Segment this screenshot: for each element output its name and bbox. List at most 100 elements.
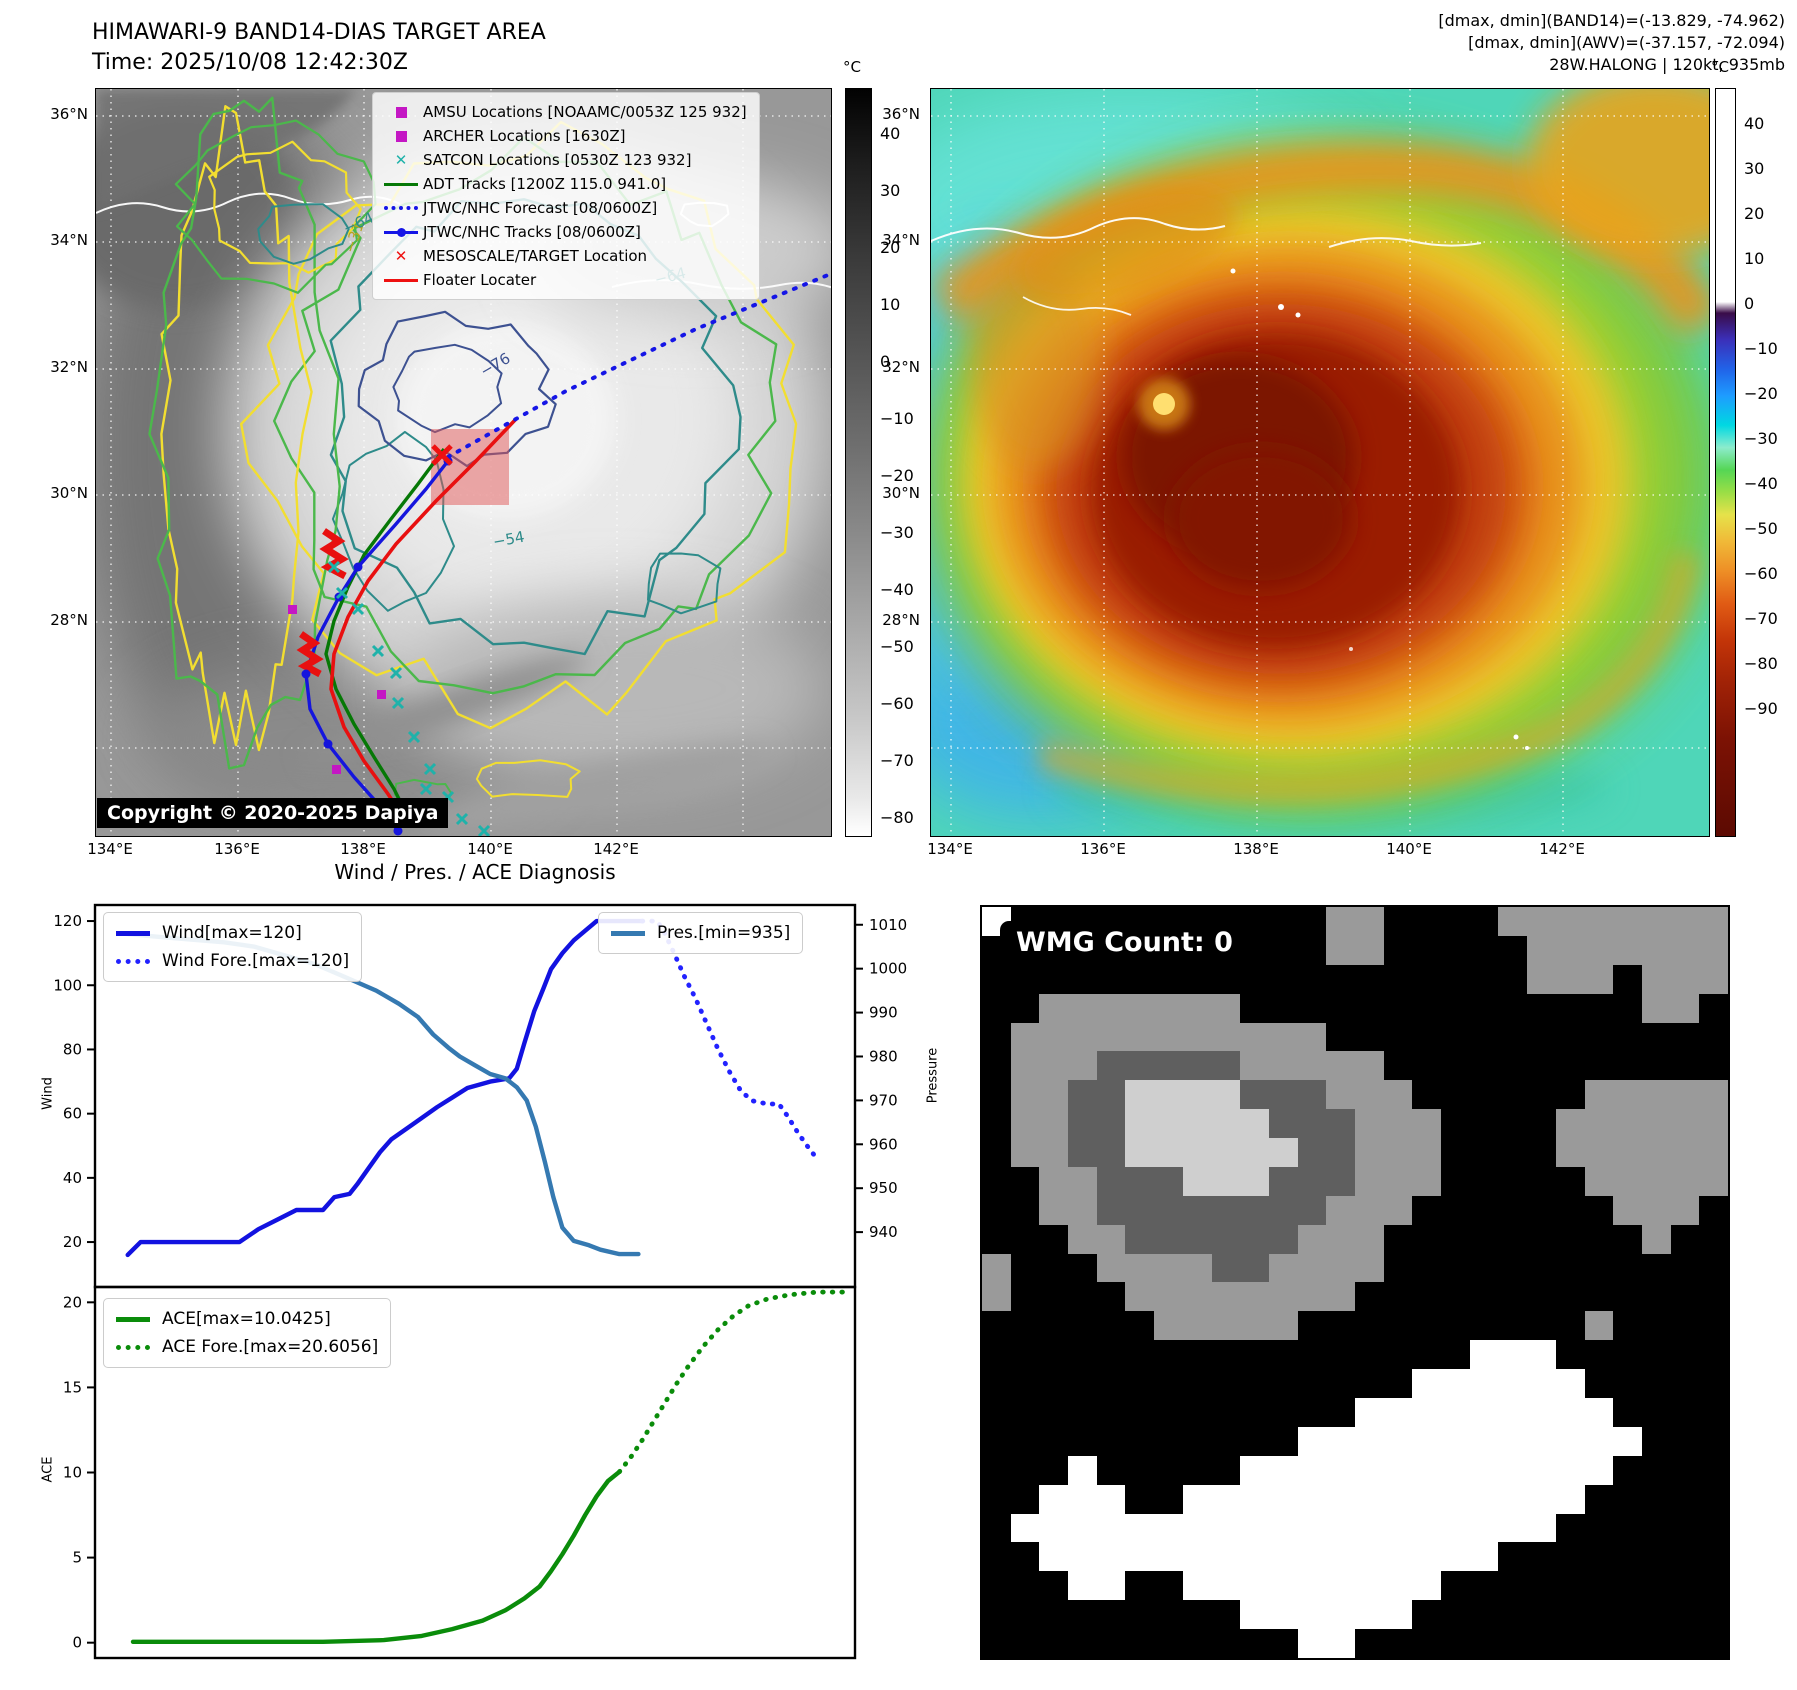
wmg-cell (1412, 1195, 1442, 1225)
wmg-cell (1211, 1224, 1241, 1254)
satcon-x (389, 666, 403, 680)
wmg-cell (1469, 1426, 1499, 1456)
colorbar-tick-label: −30 (1744, 429, 1778, 448)
wmg-cell (1326, 1484, 1355, 1514)
wmg-cell (1584, 1022, 1614, 1052)
wmg-cell (1498, 1051, 1528, 1081)
wmg-cell (1297, 1138, 1327, 1167)
wmg-cell (1469, 907, 1499, 936)
x-marker-icon: ✕ (379, 247, 423, 265)
lat-tick-label: 32°N (882, 358, 920, 376)
wmg-cell (1355, 1513, 1384, 1543)
wmg-cell (1441, 1542, 1470, 1572)
wmg-cell (1268, 1195, 1298, 1225)
wmg-cell (1441, 935, 1470, 965)
colorbar-unit: °C (1711, 58, 1729, 76)
wmg-cell (1154, 1600, 1183, 1630)
legend-item: Floater Locater (379, 268, 751, 292)
wmg-cell (1498, 1138, 1528, 1167)
wmg-cell (1641, 1109, 1671, 1139)
wmg-cell (1641, 993, 1671, 1023)
wmg-cell (1182, 993, 1212, 1023)
wmg-cell (1125, 1571, 1155, 1601)
wmg-cell (1469, 1224, 1499, 1254)
lat-tick-label: 28°N (882, 611, 920, 629)
wmg-cell (1613, 1340, 1642, 1370)
wmg-cell (1125, 1600, 1155, 1630)
wmg-cell (1469, 1311, 1499, 1341)
coastline (931, 217, 1226, 242)
wmg-cell (1182, 1253, 1212, 1283)
wmg-cell (1412, 1080, 1442, 1110)
wmg-cell (1182, 1600, 1212, 1630)
wmg-cell (1441, 1195, 1470, 1225)
wmg-cell (1555, 1398, 1585, 1427)
wmg-cell (1154, 1629, 1183, 1658)
wmg-cell (1641, 1571, 1671, 1601)
wmg-cell (1670, 1542, 1700, 1572)
wmg-cell (1441, 1109, 1470, 1139)
wmg-cell (1469, 1195, 1499, 1225)
wmg-cell (1412, 1311, 1442, 1341)
awv-colorbar (1715, 88, 1736, 837)
satcon-x (335, 586, 349, 600)
wmg-cell (1010, 1022, 1040, 1052)
wmg-cell (1355, 1600, 1384, 1630)
wmg-cell (1412, 1253, 1442, 1283)
wmg-cell (1355, 1022, 1384, 1052)
wmg-cell (1182, 1282, 1212, 1312)
wmg-cell (1326, 1282, 1355, 1312)
wmg-cell (1555, 1080, 1585, 1110)
wmg-cell (1096, 1542, 1126, 1572)
wmg-cell (1068, 1398, 1097, 1427)
wmg-cell (1010, 1253, 1040, 1283)
wmg-cell (1010, 1311, 1040, 1341)
wmg-cell (1010, 1571, 1040, 1601)
wmg-cell (1010, 964, 1040, 994)
wmg-cell (1641, 1138, 1671, 1167)
west-band (971, 259, 1101, 469)
jtwc-forecast-dotted (446, 273, 830, 459)
wmg-cell (1355, 907, 1384, 936)
wmg-cell (1555, 1542, 1585, 1572)
wmg-cell (1699, 1398, 1728, 1427)
wmg-cell (1383, 993, 1413, 1023)
wmg-cell (1555, 1513, 1585, 1543)
lon-tick-label: 134°E (87, 840, 133, 858)
wmg-cell (1498, 1426, 1528, 1456)
wmg-cell (1699, 1224, 1728, 1254)
wmg-cell (1498, 1022, 1528, 1052)
wmg-cell (1297, 1484, 1327, 1514)
wmg-cell (1498, 993, 1528, 1023)
legend-label: ACE Fore.[max=20.6056] (162, 1337, 379, 1357)
series-forecast (639, 918, 820, 1161)
wmg-cell (1240, 1282, 1269, 1312)
lat-tick-label: 34°N (50, 231, 88, 249)
wmg-cell (1584, 1369, 1614, 1399)
wmg-cell (1039, 964, 1069, 994)
wmg-cell (1125, 1426, 1155, 1456)
wmg-cell (1584, 1398, 1614, 1427)
wmg-cell (1469, 1253, 1499, 1283)
wmg-cell (1268, 1484, 1298, 1514)
wmg-cell (1211, 1253, 1241, 1283)
wmg-cell (1641, 1484, 1671, 1514)
wmg-cell (1498, 1629, 1528, 1658)
y-tick-label: 60 (63, 1105, 82, 1123)
wmg-cell (1441, 1224, 1470, 1254)
island (1278, 304, 1284, 310)
wmg-cell (1498, 1166, 1528, 1196)
wmg-cell (1268, 1426, 1298, 1456)
wmg-cell (1555, 907, 1585, 936)
line-icon (384, 182, 418, 186)
wmg-cell (1355, 1224, 1384, 1254)
amsu-marker (288, 605, 297, 614)
wmg-cell (1441, 1369, 1470, 1399)
wmg-cell (1412, 1022, 1442, 1052)
wmg-cell (1268, 1600, 1298, 1630)
colorbar-tick-label: 30 (880, 180, 901, 200)
wmg-cell (1699, 935, 1728, 965)
wmg-cell (1211, 1571, 1241, 1601)
wmg-cell (1527, 1195, 1556, 1225)
colorbar-unit: °C (843, 58, 861, 76)
